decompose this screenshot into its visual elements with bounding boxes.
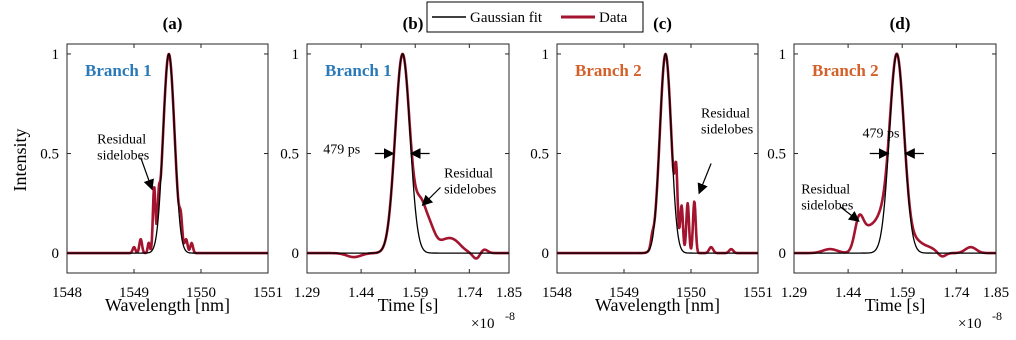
annotation-text: Residual bbox=[701, 107, 750, 122]
x-tick-label: 1551 bbox=[253, 285, 283, 301]
y-tick-label: 0.5 bbox=[280, 147, 299, 163]
y-tick-label: 0 bbox=[779, 246, 787, 262]
y-tick-label: 1 bbox=[52, 47, 60, 63]
x-tick-label: 1.59 bbox=[889, 285, 915, 301]
y-tick-label: 1 bbox=[292, 47, 300, 63]
y-tick-label: 0.5 bbox=[40, 147, 59, 163]
gaussian-fit-line bbox=[557, 52, 758, 254]
data-series-line bbox=[793, 52, 997, 258]
x-axis-exponent-power: -8 bbox=[992, 309, 1002, 323]
branch-label: Branch 1 bbox=[325, 61, 392, 80]
chart-panel-4: 1.29 1.44 1.59 1.74 1.85 0 0.5 1 (d) Branch 2 Time… bbox=[767, 14, 1009, 332]
legend-label-fit: Gaussian fit bbox=[470, 10, 543, 26]
panel-title: (b) bbox=[403, 14, 424, 33]
x-tick-label: 1.29 bbox=[294, 285, 320, 301]
plot-frame bbox=[306, 43, 510, 274]
branch-label: Branch 2 bbox=[812, 61, 879, 80]
plot-frame bbox=[66, 43, 269, 274]
gaussian-fit-line bbox=[67, 53, 268, 254]
annotation-text: Residual bbox=[97, 133, 146, 148]
x-tick-label: 1.74 bbox=[456, 285, 483, 301]
data-series-line bbox=[556, 52, 759, 255]
y-tick-label: 0 bbox=[292, 246, 300, 262]
gaussian-fit-line bbox=[794, 53, 996, 254]
annotation-arrow bbox=[140, 157, 154, 191]
y-tick-label: 0 bbox=[52, 246, 60, 262]
annotation-arrow bbox=[840, 206, 860, 222]
x-tick-label: 1549 bbox=[609, 285, 639, 301]
panel-title: (d) bbox=[890, 14, 911, 33]
x-tick-label: 1.44 bbox=[348, 285, 375, 301]
x-tick-label: 1.74 bbox=[943, 285, 970, 301]
panel-title: (c) bbox=[653, 14, 672, 33]
annotation-arrow bbox=[421, 186, 441, 207]
chart-panels: 1548 1549 1550 1551 0 0.5 1 (a) Branch 1 Waveleng… bbox=[40, 14, 1009, 332]
chart-panel-1: 1548 1549 1550 1551 0 0.5 1 (a) Branch 1 Waveleng… bbox=[40, 14, 283, 315]
y-tick-label: 0.5 bbox=[767, 147, 786, 163]
branch-label: Branch 1 bbox=[85, 61, 152, 80]
plot-frame bbox=[793, 43, 997, 274]
annotation-text: 479 ps bbox=[863, 127, 900, 142]
x-tick-label: 1550 bbox=[186, 285, 216, 301]
legend: Gaussian fit Data bbox=[426, 1, 644, 33]
annotation-text: Residual bbox=[801, 182, 850, 197]
x-tick-label: 1.29 bbox=[781, 285, 807, 301]
x-tick-label: 1548 bbox=[542, 285, 572, 301]
x-tick-label: 1548 bbox=[52, 285, 82, 301]
y-tick-label: 1 bbox=[779, 47, 787, 63]
plot-frame bbox=[556, 43, 759, 274]
x-tick-label: 1551 bbox=[743, 285, 773, 301]
x-axis-label: Wavelength [nm] bbox=[595, 295, 720, 315]
annotation-text: sidelobes bbox=[444, 182, 496, 197]
annotation-arrow bbox=[697, 163, 712, 195]
x-tick-label: 1.44 bbox=[835, 285, 862, 301]
annotation-text: sidelobes bbox=[97, 149, 149, 164]
annotation-text: Residual bbox=[444, 166, 493, 181]
x-tick-label: 1.59 bbox=[402, 285, 428, 301]
x-axis-label: Time [s] bbox=[378, 295, 439, 315]
y-tick-label: 0 bbox=[542, 246, 550, 262]
x-axis-exponent: ×10 bbox=[471, 316, 494, 332]
x-axis-exponent: ×10 bbox=[958, 316, 981, 332]
y-tick-label: 0.5 bbox=[530, 147, 549, 163]
x-tick-label: 1549 bbox=[119, 285, 149, 301]
chart-panel-3: 1548 1549 1550 1551 0 0.5 1 (c) Branch 2 Waveleng… bbox=[530, 14, 773, 315]
x-axis-label: Time [s] bbox=[865, 295, 926, 315]
x-tick-label: 1550 bbox=[676, 285, 706, 301]
x-tick-label: 1.85 bbox=[496, 285, 522, 301]
branch-label: Branch 2 bbox=[575, 61, 642, 80]
x-axis-exponent-power: -8 bbox=[505, 309, 515, 323]
x-tick-label: 1.85 bbox=[983, 285, 1009, 301]
annotation-text: 479 ps bbox=[323, 143, 360, 158]
annotation-text: sidelobes bbox=[801, 198, 853, 213]
y-tick-label: 1 bbox=[542, 47, 550, 63]
chart-panel-2: 1.29 1.44 1.59 1.74 1.85 0 0.5 1 (b) Branch 1 Time… bbox=[280, 14, 522, 332]
y-axis-label: Intensity bbox=[10, 129, 30, 192]
gaussian-fit-line bbox=[307, 53, 509, 254]
legend-label-data: Data bbox=[599, 10, 628, 26]
x-axis-label: Wavelength [nm] bbox=[105, 295, 230, 315]
annotation-text: sidelobes bbox=[701, 123, 753, 138]
panel-title: (a) bbox=[163, 14, 183, 33]
